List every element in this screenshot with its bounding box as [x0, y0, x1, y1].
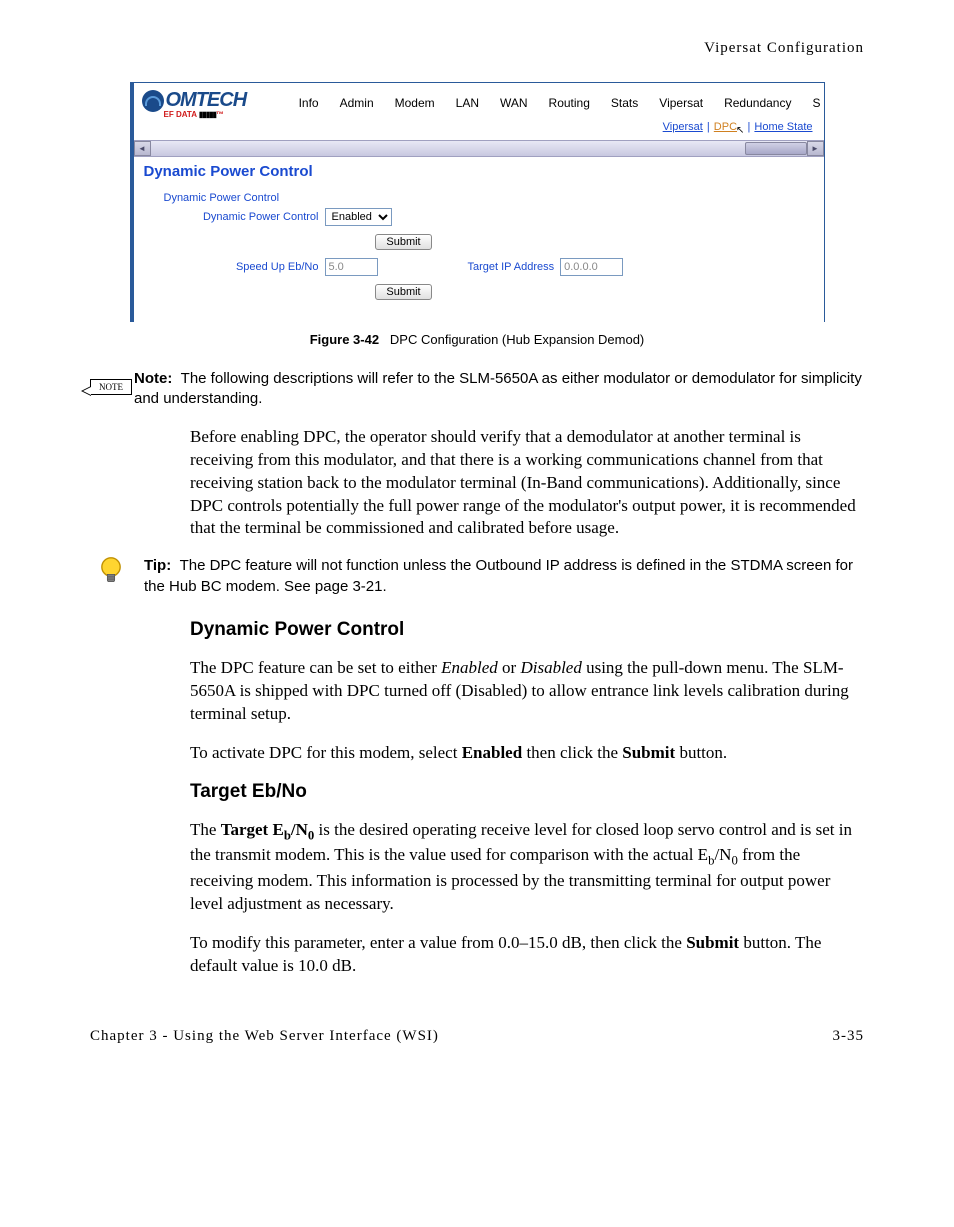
subnav-home[interactable]: Home State — [754, 121, 812, 133]
note-icon: NOTE — [90, 379, 132, 395]
paragraph-4: The Target Eb/N0 is the desired operatin… — [190, 819, 864, 916]
target-input[interactable] — [560, 258, 623, 276]
screenshot-form: Dynamic Power Control Dynamic Power Cont… — [134, 192, 824, 322]
note-text: Note: The following descriptions will re… — [134, 369, 864, 410]
horizontal-scrollbar[interactable]: ◄ ► — [134, 140, 824, 157]
target-label: Target IP Address — [468, 261, 561, 273]
tip-text: Tip: The DPC feature will not function u… — [144, 556, 864, 597]
scroll-thumb[interactable] — [745, 142, 807, 155]
logo-block: OMTECH EF DATA ▮▮▮▮▮™ — [134, 87, 255, 119]
nav-routing[interactable]: Routing — [539, 90, 601, 116]
nav-wan[interactable]: WAN — [490, 90, 539, 116]
submit-button-2[interactable]: Submit — [375, 284, 431, 300]
scroll-right-icon[interactable]: ► — [807, 141, 824, 156]
sub-nav: Vipersat | DPC↖ | Home State — [134, 119, 824, 140]
nav-redundancy[interactable]: Redundancy — [714, 90, 802, 116]
figure-caption: Figure 3-42 DPC Configuration (Hub Expan… — [90, 332, 864, 347]
speed-input[interactable] — [325, 258, 378, 276]
logo-icon — [142, 90, 164, 112]
main-nav: Info Admin Modem LAN WAN Routing Stats V… — [289, 90, 824, 116]
footer-left: Chapter 3 - Using the Web Server Interfa… — [90, 1028, 439, 1045]
scroll-left-icon[interactable]: ◄ — [134, 141, 151, 156]
nav-modem[interactable]: Modem — [385, 90, 446, 116]
heading-dpc: Dynamic Power Control — [190, 619, 864, 641]
tip-block: Tip: The DPC feature will not function u… — [90, 556, 864, 597]
screenshot-figure: OMTECH EF DATA ▮▮▮▮▮™ Info Admin Modem L… — [130, 82, 825, 322]
logo-text: OMTECH — [166, 89, 247, 112]
paragraph-1: Before enabling DPC, the operator should… — [190, 426, 864, 541]
nav-lan[interactable]: LAN — [446, 90, 490, 116]
page-footer: Chapter 3 - Using the Web Server Interfa… — [90, 1028, 864, 1045]
paragraph-5: To modify this parameter, enter a value … — [190, 932, 864, 978]
subnav-vipersat[interactable]: Vipersat — [663, 121, 703, 133]
speed-label: Speed Up Eb/No — [164, 261, 325, 273]
dpc-select[interactable]: Enabled — [325, 208, 392, 226]
footer-right: 3-35 — [833, 1028, 865, 1045]
nav-info[interactable]: Info — [289, 90, 330, 116]
subnav-dpc[interactable]: DPC — [714, 121, 737, 133]
heading-target: Target Eb/No — [190, 781, 864, 803]
page-header: Vipersat Configuration — [90, 40, 864, 57]
form-section-label: Dynamic Power Control — [164, 192, 794, 204]
screenshot-header: OMTECH EF DATA ▮▮▮▮▮™ Info Admin Modem L… — [134, 83, 824, 119]
note-block: NOTE Note: The following descriptions wi… — [90, 369, 864, 410]
paragraph-2: The DPC feature can be set to either Ena… — [190, 657, 864, 726]
dpc-label: Dynamic Power Control — [164, 211, 325, 223]
lightbulb-icon — [90, 556, 144, 594]
nav-admin[interactable]: Admin — [330, 90, 385, 116]
paragraph-3: To activate DPC for this modem, select E… — [190, 742, 864, 765]
submit-button-1[interactable]: Submit — [375, 234, 431, 250]
scroll-track[interactable] — [151, 141, 807, 156]
nav-vipersat[interactable]: Vipersat — [649, 90, 714, 116]
nav-s[interactable]: S — [802, 90, 823, 116]
nav-stats[interactable]: Stats — [601, 90, 649, 116]
screenshot-title: Dynamic Power Control — [134, 157, 824, 192]
